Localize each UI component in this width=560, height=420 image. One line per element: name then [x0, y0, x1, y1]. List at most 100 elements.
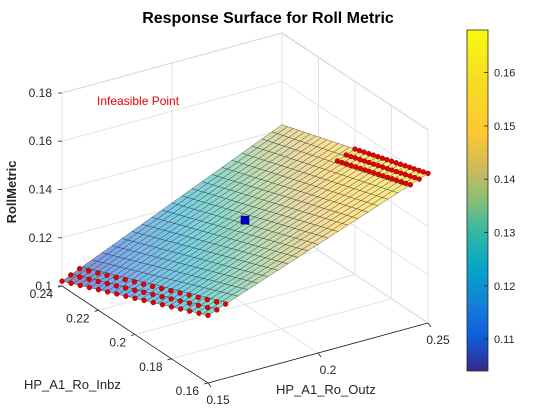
infeasible-point — [398, 170, 404, 176]
grid-line — [134, 274, 356, 335]
y-tick-label: 0.2 — [109, 336, 126, 350]
infeasible-point — [366, 168, 372, 175]
infeasible-point — [339, 159, 345, 166]
marked-point — [240, 215, 250, 225]
x-tick-mark — [427, 322, 432, 328]
z-tick-label: 0.12 — [29, 231, 53, 245]
infeasible-point — [356, 147, 363, 154]
infeasible-point — [159, 285, 165, 292]
infeasible-point — [113, 283, 120, 289]
infeasible-point — [150, 299, 156, 306]
infeasible-point — [168, 288, 174, 294]
infeasible-point — [68, 272, 74, 278]
infeasible-point — [113, 274, 119, 281]
y-tick-label: 0.24 — [30, 287, 54, 301]
infeasible-point — [352, 164, 359, 170]
infeasible-point — [388, 158, 395, 164]
infeasible-point — [195, 294, 201, 301]
infeasible-point — [149, 283, 156, 290]
infeasible-point — [104, 289, 111, 295]
infeasible-point — [104, 280, 110, 287]
x-tick-mark — [207, 382, 212, 388]
annotation-label: Infeasible Point — [97, 94, 180, 108]
infeasible-point — [352, 146, 358, 152]
infeasible-point — [334, 158, 341, 164]
grid-line — [61, 129, 283, 190]
infeasible-point — [420, 169, 427, 175]
y-tick-mark — [94, 309, 99, 312]
x-tick-label: 0.25 — [426, 333, 450, 347]
infeasible-point — [366, 150, 372, 157]
y-tick-label: 0.22 — [66, 311, 90, 325]
infeasible-point — [205, 304, 211, 311]
colorbar-ticks: 0.11 0.12 0.13 0.14 0.15 0.16 — [484, 68, 515, 346]
infeasible-point — [86, 276, 92, 282]
infeasible-point — [348, 162, 354, 169]
infeasible-point — [348, 153, 354, 160]
infeasible-point — [375, 154, 381, 160]
infeasible-point — [370, 152, 376, 158]
infeasible-point — [407, 182, 414, 188]
infeasible-point — [384, 174, 391, 181]
infeasible-point — [168, 296, 174, 302]
chart-title: Response Surface for Roll Metric — [142, 10, 394, 27]
infeasible-point — [371, 170, 377, 176]
y-tick-label: 0.18 — [139, 360, 163, 374]
infeasible-point — [59, 278, 65, 284]
infeasible-point — [95, 287, 102, 293]
infeasible-point — [389, 167, 395, 173]
infeasible-point — [177, 290, 183, 296]
infeasible-point — [187, 308, 193, 314]
infeasible-point — [213, 299, 220, 305]
infeasible-point — [375, 171, 382, 178]
infeasible-point — [205, 312, 211, 319]
infeasible-point — [95, 278, 101, 285]
infeasible-point — [204, 297, 210, 303]
infeasible-point — [407, 173, 413, 179]
x-tick-mark — [317, 352, 322, 358]
infeasible-point — [132, 295, 138, 301]
infeasible-point — [379, 155, 386, 161]
infeasible-point — [397, 161, 404, 167]
infeasible-point — [343, 152, 349, 158]
y-tick-mark — [130, 334, 136, 336]
infeasible-point — [141, 297, 147, 304]
infeasible-point — [159, 302, 166, 308]
colorbar-tick-label: 0.13 — [494, 228, 515, 240]
infeasible-point — [407, 164, 413, 170]
infeasible-point — [402, 163, 408, 169]
infeasible-point — [380, 164, 386, 170]
infeasible-point — [186, 292, 192, 298]
infeasible-point — [131, 279, 138, 285]
infeasible-point — [177, 298, 183, 304]
infeasible-point — [411, 166, 417, 172]
infeasible-point — [384, 165, 390, 172]
infeasible-point — [366, 159, 372, 166]
infeasible-point — [380, 173, 386, 179]
infeasible-point — [352, 155, 358, 161]
infeasible-point — [177, 306, 184, 312]
infeasible-point — [343, 161, 350, 167]
infeasible-point — [159, 294, 165, 300]
colorbar-tick-label: 0.11 — [494, 334, 515, 346]
infeasible-point — [186, 300, 193, 306]
grid-line — [281, 32, 429, 131]
infeasible-point — [168, 304, 175, 310]
infeasible-point — [95, 270, 101, 276]
infeasible-point — [76, 266, 83, 272]
infeasible-point — [362, 167, 368, 173]
infeasible-point — [104, 272, 110, 278]
infeasible-point — [77, 274, 83, 280]
infeasible-point — [370, 161, 377, 167]
colorbar-tick-label: 0.15 — [494, 121, 515, 133]
marked-point-marker — [240, 215, 250, 225]
infeasible-point — [416, 167, 422, 174]
infeasible-point — [122, 277, 128, 283]
colorbar: 0.11 0.12 0.13 0.14 0.15 0.16 — [466, 29, 515, 372]
x-tick-label: 0.15 — [206, 393, 230, 407]
infeasible-point — [375, 162, 381, 169]
infeasible-point — [416, 176, 422, 182]
infeasible-point — [403, 180, 409, 186]
infeasible-point — [195, 302, 202, 309]
colorbar-tick-label: 0.14 — [494, 174, 515, 186]
